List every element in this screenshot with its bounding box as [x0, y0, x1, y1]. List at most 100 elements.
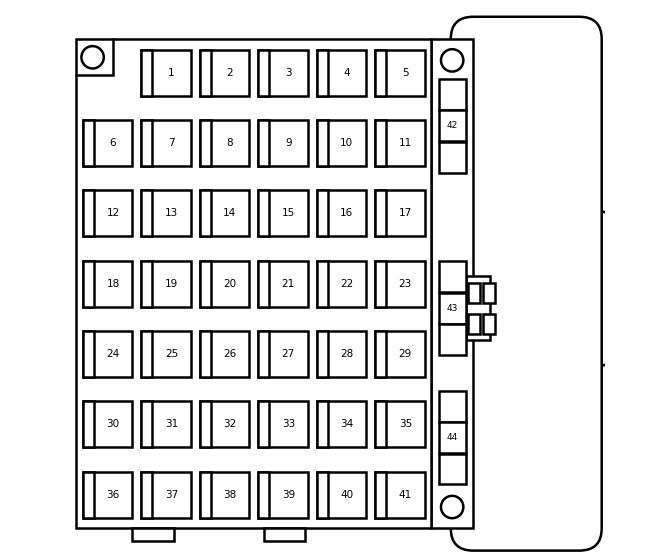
Text: 29: 29 — [398, 349, 412, 359]
Text: 33: 33 — [281, 419, 295, 429]
Bar — [142, 401, 190, 447]
Text: 14: 14 — [224, 209, 237, 219]
Bar — [83, 260, 132, 306]
Bar — [258, 191, 269, 236]
Bar — [83, 331, 132, 377]
Bar — [83, 472, 132, 518]
Bar — [375, 401, 386, 447]
Bar — [483, 314, 495, 334]
Bar — [258, 120, 269, 166]
Text: 41: 41 — [398, 490, 412, 500]
Bar — [76, 39, 112, 75]
Circle shape — [441, 49, 463, 72]
Bar — [83, 401, 132, 447]
Bar — [375, 331, 424, 377]
Bar — [468, 283, 480, 303]
Bar — [142, 191, 152, 236]
Polygon shape — [76, 39, 431, 528]
Bar — [83, 120, 94, 166]
Bar — [200, 50, 211, 96]
Bar — [375, 401, 424, 447]
Bar — [375, 120, 386, 166]
Text: 3: 3 — [285, 68, 292, 78]
Text: 4: 4 — [344, 68, 350, 78]
Text: 44: 44 — [447, 433, 458, 442]
Text: 32: 32 — [224, 419, 237, 429]
Text: 6: 6 — [110, 138, 116, 148]
Bar — [317, 401, 328, 447]
Bar — [317, 120, 328, 166]
Text: 8: 8 — [227, 138, 233, 148]
Bar — [200, 260, 211, 306]
Text: 22: 22 — [340, 279, 354, 288]
Text: 15: 15 — [281, 209, 295, 219]
Text: 30: 30 — [107, 419, 120, 429]
Bar — [142, 260, 190, 306]
Bar — [258, 260, 307, 306]
Bar — [83, 191, 132, 236]
Text: 5: 5 — [402, 68, 409, 78]
Text: 40: 40 — [341, 490, 354, 500]
Bar — [375, 50, 424, 96]
Bar — [317, 120, 366, 166]
Bar — [200, 472, 249, 518]
Text: 12: 12 — [107, 209, 120, 219]
Bar — [439, 142, 465, 173]
Bar — [317, 331, 366, 377]
Text: 34: 34 — [340, 419, 354, 429]
Bar — [258, 472, 307, 518]
Bar — [142, 472, 152, 518]
Text: 38: 38 — [224, 490, 237, 500]
Text: 1: 1 — [168, 68, 175, 78]
Bar — [142, 120, 152, 166]
Bar — [375, 191, 424, 236]
Bar — [142, 191, 190, 236]
Bar — [317, 331, 328, 377]
Text: 11: 11 — [398, 138, 412, 148]
Bar — [83, 260, 94, 306]
Bar — [375, 472, 424, 518]
Text: 27: 27 — [281, 349, 295, 359]
Bar — [468, 314, 480, 334]
Text: 13: 13 — [165, 209, 178, 219]
Bar — [258, 331, 269, 377]
Bar — [142, 50, 190, 96]
Bar — [375, 331, 386, 377]
Text: 26: 26 — [224, 349, 237, 359]
Bar — [200, 191, 249, 236]
Bar — [317, 50, 328, 96]
Bar — [439, 391, 465, 422]
Text: 21: 21 — [281, 279, 295, 288]
Text: 24: 24 — [107, 349, 120, 359]
Bar — [200, 50, 249, 96]
Bar — [317, 50, 366, 96]
Bar — [439, 423, 465, 453]
Bar — [317, 472, 366, 518]
Text: 31: 31 — [165, 419, 178, 429]
Text: 43: 43 — [447, 304, 458, 312]
Bar — [483, 283, 495, 303]
Bar — [258, 401, 307, 447]
Bar — [142, 331, 152, 377]
Bar — [132, 528, 174, 541]
Bar — [439, 79, 465, 110]
Bar — [258, 50, 307, 96]
Bar — [200, 401, 211, 447]
Bar — [317, 472, 328, 518]
Text: 42: 42 — [447, 121, 458, 130]
Text: 36: 36 — [107, 490, 120, 500]
Bar — [439, 324, 465, 355]
Bar — [83, 331, 94, 377]
Bar — [142, 120, 190, 166]
Bar — [317, 260, 328, 306]
Bar — [83, 472, 94, 518]
Bar — [263, 528, 305, 541]
Bar — [439, 262, 465, 292]
Bar — [200, 120, 211, 166]
Circle shape — [81, 46, 104, 68]
Text: 20: 20 — [224, 279, 237, 288]
Text: 10: 10 — [341, 138, 354, 148]
Bar — [200, 401, 249, 447]
Text: 39: 39 — [281, 490, 295, 500]
Bar — [200, 472, 211, 518]
